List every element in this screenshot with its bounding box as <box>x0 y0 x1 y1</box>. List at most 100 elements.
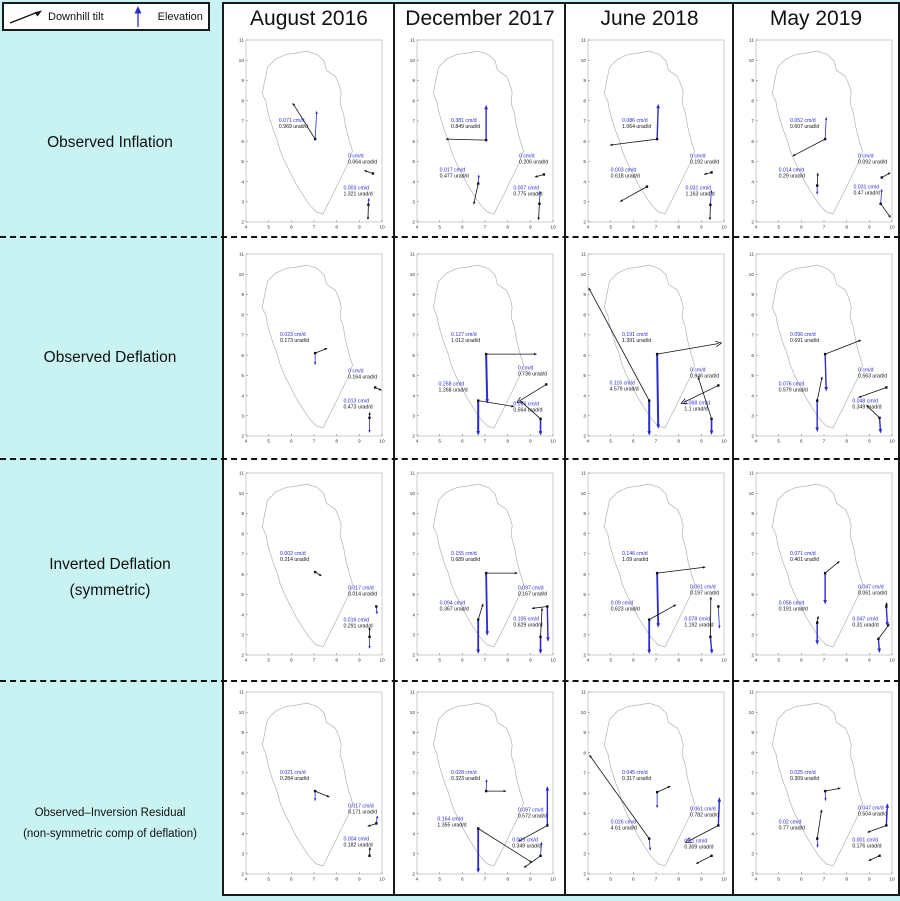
dome-outline <box>603 702 695 867</box>
station-marker <box>655 571 659 575</box>
station: 0.09 cm/d0.623 urad/d <box>611 600 677 654</box>
tilt-rate-label: 1.163 urad/d <box>685 192 714 198</box>
station-marker <box>367 203 370 207</box>
elevation-rate-label: 0.007 cm/d <box>513 186 539 192</box>
dome-outline <box>603 483 695 648</box>
station: 0 cm/d0.946 urad/d <box>680 367 720 405</box>
svg-text:8: 8 <box>677 439 680 445</box>
station-marker <box>542 173 546 176</box>
svg-text:3: 3 <box>241 413 244 419</box>
svg-text:9: 9 <box>241 730 244 736</box>
svg-text:9: 9 <box>583 730 586 736</box>
tilt-rate-label: 0.477 urad/d <box>440 173 469 179</box>
svg-text:6: 6 <box>583 139 586 145</box>
svg-text:7: 7 <box>313 225 316 231</box>
station-marker <box>655 790 659 794</box>
svg-text:2: 2 <box>412 434 415 440</box>
svg-text:9: 9 <box>241 78 244 84</box>
svg-text:5: 5 <box>267 658 270 664</box>
elevation-rate-label: 0.061 cm/d <box>690 584 716 590</box>
elevation-rate-label: 0.076 cm/d <box>779 381 805 387</box>
station: 0 cm/d0.164 urad/d <box>348 368 382 391</box>
svg-text:5: 5 <box>609 877 612 883</box>
svg-text:9: 9 <box>241 511 244 517</box>
station-marker <box>885 605 888 608</box>
tilt-rate-label: 0.349 urad/d <box>852 405 881 411</box>
tilt-rate-label: 0.47 urad/d <box>853 191 879 197</box>
station-marker <box>816 837 819 840</box>
svg-text:6: 6 <box>632 225 635 231</box>
column-header-may-2019: May 2019 <box>769 7 863 30</box>
svg-text:10: 10 <box>721 658 727 664</box>
tilt-rate-label: 0.064 urad/d <box>348 159 377 165</box>
station: 0.017 cm/d0.014 urad/d <box>348 585 378 615</box>
station: 0.071 cm/d0.401 urad/d <box>790 551 840 605</box>
station: 0.014 cm/d0.29 urad/d <box>779 167 819 195</box>
svg-text:6: 6 <box>751 353 754 359</box>
svg-text:5: 5 <box>583 373 586 379</box>
svg-text:2: 2 <box>412 653 415 659</box>
svg-text:4: 4 <box>412 393 415 399</box>
tilt-rate-label: 0.173 urad/d <box>280 338 309 344</box>
svg-text:4: 4 <box>583 179 586 185</box>
svg-text:7: 7 <box>484 225 487 231</box>
station-marker <box>313 570 317 574</box>
tilt-rate-label: 0.401 urad/d <box>790 557 819 563</box>
svg-text:7: 7 <box>412 771 415 777</box>
svg-text:7: 7 <box>823 658 826 664</box>
tilt-rate-label: 0.171 urad/d <box>348 809 377 815</box>
svg-text:6: 6 <box>290 877 293 883</box>
svg-text:5: 5 <box>241 811 244 817</box>
plot-r4c4-observed–inversion-may-2019: 4 5 6 7 8 9 10 2 3 4 5 6 7 8 9 10 11 0.025 cm/d0.309 urad… <box>749 690 895 883</box>
station: 0.003 cm/d0.618 urad/d <box>611 167 649 202</box>
svg-text:8: 8 <box>751 750 754 756</box>
svg-text:7: 7 <box>484 877 487 883</box>
elevation-rate-label: 0.381 cm/d <box>451 118 477 124</box>
elevation-rate-label: 0 cm/d <box>858 367 874 373</box>
svg-text:4: 4 <box>755 658 758 664</box>
svg-text:8: 8 <box>335 439 338 445</box>
station: 0.047 cm/d0.31 urad/d <box>852 617 890 653</box>
station: 0.025 cm/d0.309 urad/d <box>790 770 841 802</box>
svg-text:10: 10 <box>721 877 727 883</box>
svg-text:7: 7 <box>484 439 487 445</box>
station: 0.009 cm/d0.349 urad/d <box>512 838 543 868</box>
svg-text:10: 10 <box>889 225 895 231</box>
station-marker <box>885 824 888 827</box>
svg-text:3: 3 <box>241 851 244 857</box>
svg-text:4: 4 <box>241 179 244 185</box>
elevation-rate-label: 0.021 cm/d <box>280 770 306 776</box>
tilt-rate-label: 0.849 urad/d <box>451 124 480 130</box>
svg-text:7: 7 <box>583 333 586 339</box>
svg-text:10: 10 <box>379 225 385 231</box>
svg-text:6: 6 <box>241 572 244 578</box>
station: 0.013 cm/d0.473 urad/d <box>343 399 373 433</box>
svg-text:9: 9 <box>241 292 244 298</box>
svg-text:10: 10 <box>239 491 245 497</box>
svg-text:11: 11 <box>410 252 415 258</box>
elevation-rate-label: 0.003 cm/d <box>611 167 637 173</box>
svg-text:9: 9 <box>583 292 586 298</box>
svg-text:10: 10 <box>581 710 587 716</box>
elevation-rate-label: 0.096 cm/d <box>513 402 539 408</box>
station: 0.052 cm/d0.607 urad/d <box>790 116 828 157</box>
svg-text:10: 10 <box>410 491 416 497</box>
svg-text:4: 4 <box>583 393 586 399</box>
svg-text:8: 8 <box>412 531 415 537</box>
station: 0.017 cm/d0.171 urad/d <box>348 803 379 827</box>
svg-text:7: 7 <box>241 552 244 558</box>
svg-text:10: 10 <box>721 225 727 231</box>
svg-text:5: 5 <box>777 225 780 231</box>
elevation-rate-label: 0.056 cm/d <box>779 600 805 606</box>
svg-text:7: 7 <box>655 225 658 231</box>
svg-text:9: 9 <box>751 292 754 298</box>
elevation-rate-label: 0 cm/d <box>690 367 706 373</box>
svg-text:5: 5 <box>438 877 441 883</box>
svg-text:2: 2 <box>751 872 754 878</box>
tilt-rate-label: 0.579 urad/d <box>779 387 808 393</box>
tilt-rate-label: 1.1 urad/d <box>684 407 707 413</box>
svg-text:4: 4 <box>416 225 419 231</box>
station-marker <box>710 171 713 174</box>
station: 0 cm/d0.206 urad/d <box>519 153 548 178</box>
row-label-text: Observed Deflation <box>43 349 177 366</box>
